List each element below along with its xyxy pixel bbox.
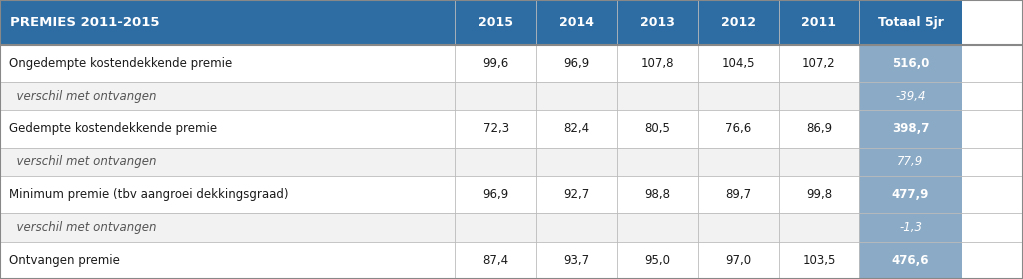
Bar — [536, 45, 617, 82]
Text: -39,4: -39,4 — [895, 90, 926, 103]
Bar — [698, 45, 779, 82]
Bar — [779, 148, 859, 176]
Bar — [698, 176, 779, 213]
Bar — [779, 110, 859, 148]
Bar — [455, 45, 536, 82]
Bar — [536, 242, 617, 279]
Text: 99,6: 99,6 — [483, 57, 508, 70]
Bar — [536, 148, 617, 176]
Bar — [536, 0, 617, 45]
Bar — [859, 45, 962, 82]
Text: 89,7: 89,7 — [725, 188, 751, 201]
Text: 476,6: 476,6 — [892, 254, 929, 267]
Bar — [859, 110, 962, 148]
Bar — [859, 242, 962, 279]
Text: Ongedempte kostendekkende premie: Ongedempte kostendekkende premie — [9, 57, 232, 70]
Bar — [698, 82, 779, 110]
Text: 96,9: 96,9 — [564, 57, 589, 70]
Bar — [0, 176, 455, 213]
Bar — [455, 0, 536, 45]
Bar — [0, 82, 455, 110]
Text: 516,0: 516,0 — [892, 57, 929, 70]
Text: Gedempte kostendekkende premie: Gedempte kostendekkende premie — [9, 122, 217, 135]
Bar — [779, 213, 859, 242]
Bar — [0, 110, 455, 148]
Text: 104,5: 104,5 — [721, 57, 755, 70]
Text: 2012: 2012 — [720, 16, 756, 29]
Bar — [859, 82, 962, 110]
Text: 2011: 2011 — [801, 16, 837, 29]
Text: -1,3: -1,3 — [899, 221, 922, 234]
Text: 86,9: 86,9 — [806, 122, 832, 135]
Bar — [0, 45, 455, 82]
Bar — [698, 213, 779, 242]
Bar — [0, 0, 455, 45]
Bar — [536, 213, 617, 242]
Text: verschil met ontvangen: verschil met ontvangen — [9, 90, 157, 103]
Bar — [779, 242, 859, 279]
Bar — [617, 148, 698, 176]
Text: 2015: 2015 — [478, 16, 514, 29]
Bar — [617, 0, 698, 45]
Text: 2013: 2013 — [639, 16, 675, 29]
Bar — [617, 110, 698, 148]
Bar — [455, 82, 536, 110]
Bar — [859, 148, 962, 176]
Bar — [779, 82, 859, 110]
Bar — [698, 110, 779, 148]
Bar — [617, 213, 698, 242]
Bar — [698, 242, 779, 279]
Text: 107,8: 107,8 — [640, 57, 674, 70]
Text: 97,0: 97,0 — [725, 254, 751, 267]
Bar — [455, 110, 536, 148]
Text: 2014: 2014 — [559, 16, 594, 29]
Text: 76,6: 76,6 — [725, 122, 751, 135]
Bar — [455, 148, 536, 176]
Text: verschil met ontvangen: verschil met ontvangen — [9, 155, 157, 168]
Bar — [617, 242, 698, 279]
Bar — [779, 45, 859, 82]
Bar — [617, 176, 698, 213]
Bar — [455, 213, 536, 242]
Bar — [455, 176, 536, 213]
Text: 477,9: 477,9 — [892, 188, 929, 201]
Bar — [536, 176, 617, 213]
Text: verschil met ontvangen: verschil met ontvangen — [9, 221, 157, 234]
Bar — [0, 213, 455, 242]
Text: 87,4: 87,4 — [483, 254, 508, 267]
Bar — [859, 0, 962, 45]
Text: 103,5: 103,5 — [802, 254, 836, 267]
Bar — [617, 82, 698, 110]
Text: 82,4: 82,4 — [564, 122, 589, 135]
Bar — [617, 45, 698, 82]
Text: PREMIES 2011-2015: PREMIES 2011-2015 — [10, 16, 160, 29]
Text: 96,9: 96,9 — [483, 188, 508, 201]
Text: 77,9: 77,9 — [897, 155, 924, 168]
Text: 107,2: 107,2 — [802, 57, 836, 70]
Text: 93,7: 93,7 — [564, 254, 589, 267]
Bar — [455, 242, 536, 279]
Bar — [0, 148, 455, 176]
Text: 99,8: 99,8 — [806, 188, 832, 201]
Bar — [779, 0, 859, 45]
Bar — [859, 176, 962, 213]
Text: 98,8: 98,8 — [644, 188, 670, 201]
Text: 92,7: 92,7 — [564, 188, 589, 201]
Text: 95,0: 95,0 — [644, 254, 670, 267]
Bar — [0, 242, 455, 279]
Bar — [779, 176, 859, 213]
Bar — [859, 213, 962, 242]
Bar — [536, 110, 617, 148]
Text: Minimum premie (tbv aangroei dekkingsgraad): Minimum premie (tbv aangroei dekkingsgra… — [9, 188, 288, 201]
Text: Ontvangen premie: Ontvangen premie — [9, 254, 120, 267]
Bar — [698, 148, 779, 176]
Text: 80,5: 80,5 — [644, 122, 670, 135]
Text: Totaal 5jr: Totaal 5jr — [878, 16, 943, 29]
Bar — [536, 82, 617, 110]
Bar — [698, 0, 779, 45]
Text: 398,7: 398,7 — [892, 122, 929, 135]
Text: 72,3: 72,3 — [483, 122, 508, 135]
